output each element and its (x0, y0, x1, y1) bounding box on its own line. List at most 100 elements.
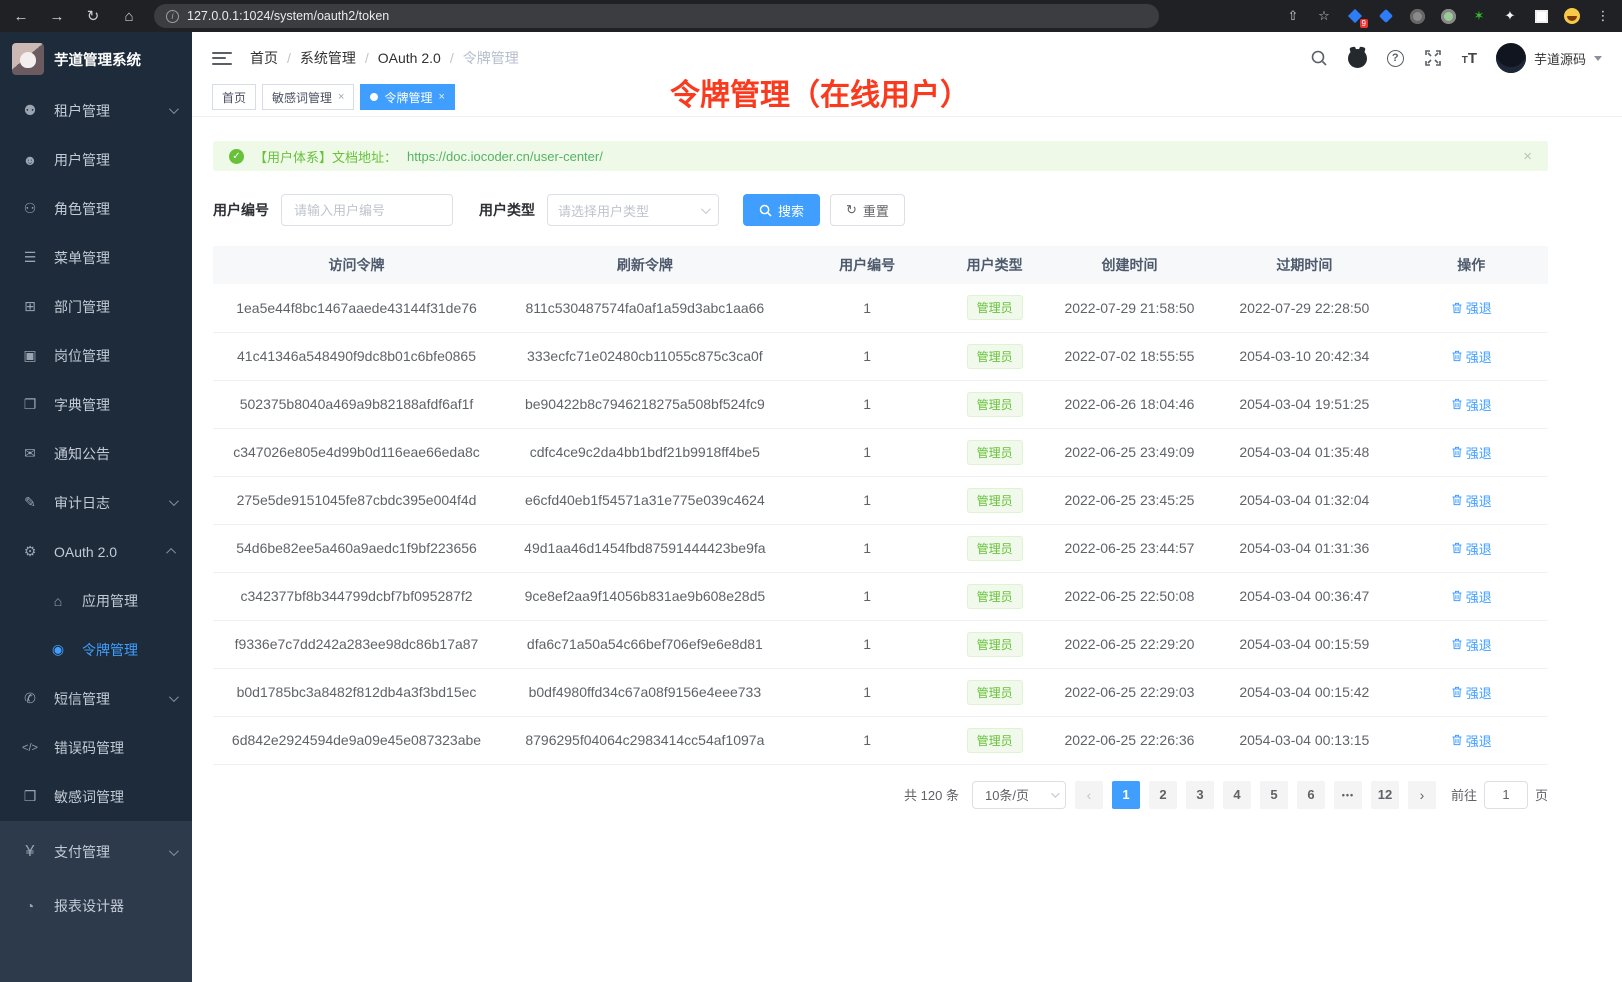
tab-home[interactable]: 首页 (212, 84, 257, 110)
breadcrumb-home[interactable]: 首页 (250, 50, 278, 66)
page-ellipsis[interactable]: ••• (1333, 780, 1362, 809)
user-id-input[interactable] (281, 194, 453, 226)
user-type-select[interactable]: 请选择用户类型 (547, 194, 719, 226)
sidebar-item-menu[interactable]: ☰ 菜单管理 (0, 233, 192, 282)
force-logout-button[interactable]: 强退 (1451, 539, 1492, 558)
github-icon[interactable] (1348, 48, 1368, 68)
goto-page-input[interactable] (1483, 780, 1528, 809)
menu-list-icon: ☰ (23, 249, 37, 265)
page-button-5[interactable]: 5 (1259, 780, 1288, 809)
doc-link[interactable]: https://doc.iocoder.cn/user-center/ (407, 148, 603, 164)
caret-down-icon (1594, 55, 1602, 65)
collapse-sidebar-icon[interactable] (212, 51, 232, 65)
chevron-down-icon (168, 496, 179, 507)
browser-back-icon[interactable]: ← (13, 7, 29, 25)
tab-token[interactable]: 令牌管理 × (360, 84, 455, 110)
next-page-button[interactable]: › (1407, 780, 1436, 809)
sidebar-item-oauth2-app[interactable]: ⌂ 应用管理 (0, 576, 192, 625)
page-button-6[interactable]: 6 (1296, 780, 1325, 809)
alert-close-icon[interactable]: × (1523, 147, 1532, 165)
sidebar-item-tenant[interactable]: ⚉ 租户管理 (0, 86, 192, 135)
breadcrumb-oauth2[interactable]: OAuth 2.0 (377, 50, 441, 66)
share-icon[interactable]: ⇧ (1287, 8, 1299, 23)
reset-button[interactable]: ↻ 重置 (830, 194, 905, 226)
table-row: 41c41346a548490f9dc8b01c6bfe0865 333ecfc… (213, 332, 1548, 381)
table-row: 54d6be82ee5a460a9aedc1f9bf223656 49d1aa4… (213, 524, 1548, 573)
search-icon[interactable] (1309, 48, 1329, 68)
site-info-icon[interactable]: i (166, 9, 179, 23)
trash-icon (1452, 494, 1462, 506)
extension-command-icon[interactable] (1408, 7, 1426, 25)
page-button-12[interactable]: 12 (1370, 780, 1399, 809)
browser-home-icon[interactable]: ⌂ (124, 7, 134, 25)
page-button-4[interactable]: 4 (1222, 780, 1251, 809)
breadcrumb: 首页 / 系统管理 / OAuth 2.0 / 令牌管理 (250, 50, 519, 66)
force-logout-button[interactable]: 强退 (1451, 443, 1492, 462)
topbar: 首页 / 系统管理 / OAuth 2.0 / 令牌管理 ? TT (192, 32, 1622, 84)
address-bar[interactable]: i 127.0.0.1:1024/system/oauth2/token (154, 4, 1159, 28)
sidebar-item-notice[interactable]: ✉ 通知公告 (0, 429, 192, 478)
user-type-badge: 管理员 (966, 583, 1023, 609)
tab-sensitive-word[interactable]: 敏感词管理 × (262, 84, 355, 110)
sidebar-toggle-icon[interactable] (1532, 7, 1550, 25)
profile-avatar-icon[interactable] (1563, 7, 1581, 25)
badge-icon: ▣ (23, 347, 37, 363)
sidebar-item-pay[interactable]: ¥ 支付管理 (0, 825, 192, 879)
help-icon[interactable]: ? (1386, 49, 1404, 67)
force-logout-button[interactable]: 强退 (1451, 347, 1492, 366)
force-logout-button[interactable]: 强退 (1451, 395, 1492, 414)
breadcrumb-system[interactable]: 系统管理 (299, 50, 356, 66)
table-row: c342377bf8b344799dcbf7bf095287f2 9ce8ef2… (213, 572, 1548, 621)
bookmark-star-icon[interactable]: ☆ (1318, 8, 1330, 23)
sidebar-item-role[interactable]: ⚇ 角色管理 (0, 184, 192, 233)
prev-page-button[interactable]: ‹ (1074, 780, 1103, 809)
font-size-icon[interactable]: TT (1461, 49, 1477, 67)
close-icon[interactable]: × (338, 91, 345, 103)
extension-puzzle-icon[interactable]: ✦ (1504, 8, 1516, 23)
user-menu[interactable]: 芋道源码 (1495, 43, 1602, 73)
fullscreen-icon[interactable] (1423, 48, 1443, 68)
browser-reload-icon[interactable]: ↻ (86, 8, 100, 25)
extension-grid-icon[interactable]: 9 (1346, 7, 1368, 28)
sidebar-item-dict[interactable]: ❐ 字典管理 (0, 380, 192, 429)
page-button-1[interactable]: 1 (1111, 780, 1140, 809)
app-logo-bar[interactable]: 芋道管理系统 (0, 32, 192, 86)
force-logout-button[interactable]: 强退 (1451, 683, 1492, 702)
sidebar-item-oauth2[interactable]: ⚙ OAuth 2.0 (0, 527, 192, 576)
extension-record-icon[interactable] (1439, 7, 1457, 25)
page-annotation: 令牌管理（在线用户） (670, 79, 970, 112)
sidebar-item-error-code[interactable]: </> 错误码管理 (22, 739, 124, 756)
page-button-3[interactable]: 3 (1185, 780, 1214, 809)
token-table: 访问令牌 刷新令牌 用户编号 用户类型 创建时间 过期时间 操作 1ea5e44… (213, 246, 1548, 765)
force-logout-button[interactable]: 强退 (1451, 635, 1492, 654)
browser-forward-icon[interactable]: → (49, 7, 65, 25)
close-icon[interactable]: × (438, 91, 445, 103)
force-logout-button[interactable]: 强退 (1451, 731, 1492, 750)
total-count: 共 120 条 (904, 788, 959, 803)
browser-menu-icon[interactable]: ⋮ (1596, 8, 1610, 23)
trash-icon (1452, 638, 1462, 650)
sidebar-item-audit-log[interactable]: ✎ 审计日志 (0, 478, 192, 527)
sidebar: 芋道管理系统 ⚉ 租户管理 ☻ 用户管理 ⚇ 角色管理 ☰ 菜单管理 ⊞ 部 (0, 32, 192, 982)
extension-gem-icon[interactable] (1377, 7, 1395, 25)
sidebar-item-user[interactable]: ☻ 用户管理 (22, 151, 110, 168)
table-row: 275e5de9151045fe87cbdc395e004f4d e6cfd40… (213, 476, 1548, 525)
force-logout-button[interactable]: 强退 (1451, 587, 1492, 606)
browser-toolbar: ← → ↻ ⌂ i 127.0.0.1:1024/system/oauth2/t… (0, 0, 1622, 32)
page-size-select[interactable]: 10条/页 (971, 780, 1066, 809)
sidebar-item-dept[interactable]: ⊞ 部门管理 (0, 282, 192, 331)
sidebar-item-oauth2-token[interactable]: ◉ 令牌管理 (0, 625, 192, 674)
sidebar-item-sensitive-word[interactable]: ❒ 敏感词管理 (0, 772, 192, 821)
sidebar-item-report-designer[interactable]: ◔ 报表设计器 (0, 879, 192, 933)
sidebar-item-post[interactable]: ▣ 岗位管理 (0, 331, 192, 380)
force-logout-button[interactable]: 强退 (1451, 491, 1492, 510)
app-logo (12, 43, 44, 75)
sidebar-item-sms[interactable]: ✆ 短信管理 (0, 674, 192, 723)
user-icon: ☻ (22, 151, 38, 168)
user-name: 芋道源码 (1533, 51, 1586, 67)
page-button-2[interactable]: 2 (1148, 780, 1177, 809)
search-button[interactable]: 搜索 (743, 194, 821, 226)
user-type-badge: 管理员 (966, 439, 1023, 465)
extension-star-icon[interactable]: ✶ (1473, 8, 1485, 23)
force-logout-button[interactable]: 强退 (1451, 298, 1492, 317)
